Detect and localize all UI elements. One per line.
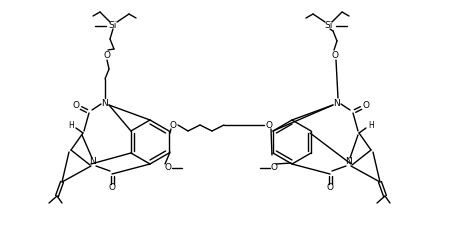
Text: Si: Si — [109, 21, 117, 30]
Text: O: O — [332, 51, 338, 59]
Text: H: H — [368, 121, 374, 130]
Text: N: N — [346, 158, 352, 167]
Text: O: O — [169, 120, 176, 130]
Text: O: O — [271, 164, 278, 172]
Text: N: N — [102, 99, 109, 107]
Text: H: H — [68, 121, 74, 130]
Text: O: O — [109, 184, 115, 192]
Text: N: N — [333, 99, 340, 107]
Text: O: O — [362, 102, 370, 110]
Text: O: O — [266, 120, 273, 130]
Text: Si: Si — [325, 21, 333, 30]
Text: N: N — [90, 158, 96, 167]
Text: O: O — [327, 184, 333, 192]
Text: O: O — [104, 51, 110, 59]
Text: O: O — [164, 164, 171, 172]
Text: O: O — [72, 102, 80, 110]
